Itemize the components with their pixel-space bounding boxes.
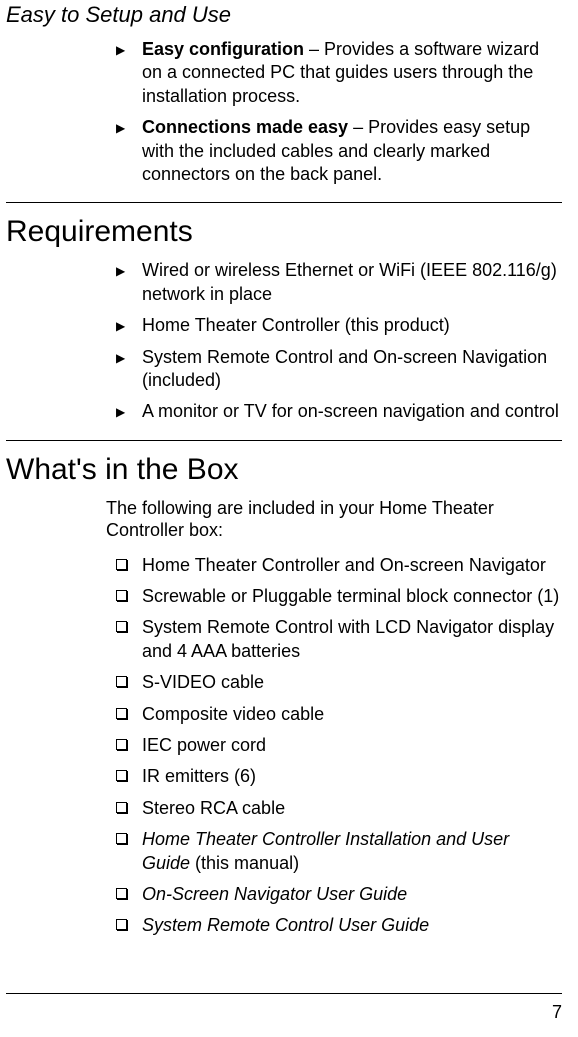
list-item: System Remote Control and On-screen Navi… (116, 346, 562, 393)
item-text: Home Theater Controller and On-screen Na… (142, 554, 562, 577)
subheading-easy-setup: Easy to Setup and Use (6, 2, 562, 28)
list-item: Home Theater Controller and On-screen Na… (116, 554, 562, 577)
arrow-icon (116, 38, 142, 61)
page: Easy to Setup and Use Easy configuration… (0, 2, 578, 1037)
list-item: On-Screen Navigator User Guide (116, 883, 562, 906)
arrow-icon (116, 314, 142, 337)
list-section1: Easy configuration – Provides a software… (116, 38, 562, 186)
list-item: Stereo RCA cable (116, 797, 562, 820)
item-text: Home Theater Controller Installation and… (142, 828, 562, 875)
item-text: Connections made easy – Provides easy se… (142, 116, 562, 186)
item-text: A monitor or TV for on-screen navigation… (142, 400, 562, 423)
checkbox-icon (116, 703, 142, 725)
divider (6, 440, 562, 441)
list-section2: Wired or wireless Ethernet or WiFi (IEEE… (116, 259, 562, 423)
page-number: 7 (6, 993, 562, 1023)
item-text: On-Screen Navigator User Guide (142, 883, 562, 906)
arrow-icon (116, 346, 142, 369)
checkbox-icon (116, 765, 142, 787)
heading-requirements: Requirements (6, 215, 562, 249)
list-item: Wired or wireless Ethernet or WiFi (IEEE… (116, 259, 562, 306)
list-item: IR emitters (6) (116, 765, 562, 788)
list-item: Home Theater Controller Installation and… (116, 828, 562, 875)
checkbox-icon (116, 797, 142, 819)
checkbox-icon (116, 671, 142, 693)
item-text: Stereo RCA cable (142, 797, 562, 820)
item-text: S-VIDEO cable (142, 671, 562, 694)
list-section3: Home Theater Controller and On-screen Na… (116, 554, 562, 938)
arrow-icon (116, 259, 142, 282)
list-item: Screwable or Pluggable terminal block co… (116, 585, 562, 608)
item-text: IR emitters (6) (142, 765, 562, 788)
list-item: Home Theater Controller (this product) (116, 314, 562, 337)
list-item: S-VIDEO cable (116, 671, 562, 694)
item-text: Screwable or Pluggable terminal block co… (142, 585, 562, 608)
list-item: Composite video cable (116, 703, 562, 726)
item-text: Easy configuration – Provides a software… (142, 38, 562, 108)
checkbox-icon (116, 883, 142, 905)
checkbox-icon (116, 734, 142, 756)
list-item: IEC power cord (116, 734, 562, 757)
list-item: System Remote Control User Guide (116, 914, 562, 937)
list-item: System Remote Control with LCD Navigator… (116, 616, 562, 663)
arrow-icon (116, 116, 142, 139)
item-text: Composite video cable (142, 703, 562, 726)
divider (6, 202, 562, 203)
item-text: System Remote Control with LCD Navigator… (142, 616, 562, 663)
item-text: Wired or wireless Ethernet or WiFi (IEEE… (142, 259, 562, 306)
checkbox-icon (116, 828, 142, 850)
item-text: System Remote Control and On-screen Navi… (142, 346, 562, 393)
checkbox-icon (116, 914, 142, 936)
item-text: Home Theater Controller (this product) (142, 314, 562, 337)
list-item: Easy configuration – Provides a software… (116, 38, 562, 108)
heading-whats-in-box: What's in the Box (6, 453, 562, 487)
list-item: Connections made easy – Provides easy se… (116, 116, 562, 186)
list-item: A monitor or TV for on-screen navigation… (116, 400, 562, 423)
checkbox-icon (116, 554, 142, 576)
item-text: System Remote Control User Guide (142, 914, 562, 937)
checkbox-icon (116, 616, 142, 638)
item-text: IEC power cord (142, 734, 562, 757)
arrow-icon (116, 400, 142, 423)
intro-text: The following are included in your Home … (106, 497, 562, 542)
checkbox-icon (116, 585, 142, 607)
